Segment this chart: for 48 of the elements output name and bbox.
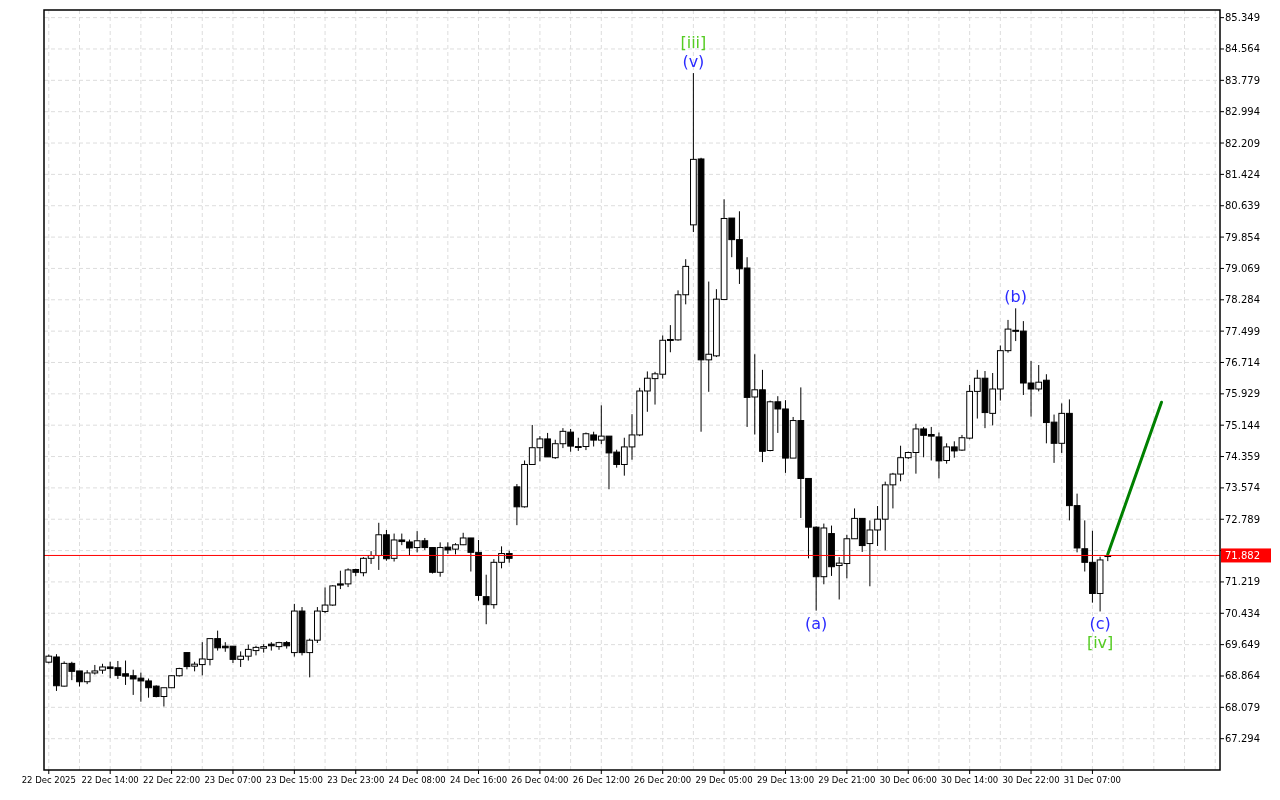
y-tick-label: 72.789 xyxy=(1225,513,1260,525)
x-tick-label: 23 Dec 15:00 xyxy=(265,775,323,785)
y-tick-label: 77.499 xyxy=(1225,325,1260,337)
y-tick-label: 82.994 xyxy=(1225,106,1260,118)
y-tick-label: 68.864 xyxy=(1225,670,1260,682)
x-tick-label: 31 Dec 07:00 xyxy=(1063,775,1122,785)
x-tick-label: 22 Dec 2025 xyxy=(21,775,76,785)
y-tick-label: 83.779 xyxy=(1225,74,1260,86)
y-tick-label: 80.639 xyxy=(1225,200,1260,212)
ref-line-label: 71.882 xyxy=(1225,549,1260,561)
x-tick-label: 26 Dec 04:00 xyxy=(511,775,569,785)
annotation: (b) xyxy=(1004,287,1028,307)
y-tick-label: 74.359 xyxy=(1225,451,1260,463)
y-tick-label: 71.219 xyxy=(1225,576,1260,588)
y-tick-label: 79.069 xyxy=(1225,262,1260,274)
y-tick-label: 70.434 xyxy=(1225,607,1260,619)
x-tick-label: 30 Dec 22:00 xyxy=(1002,775,1060,785)
y-tick-label: 73.574 xyxy=(1225,482,1260,494)
y-tick-label: 79.854 xyxy=(1225,231,1260,243)
x-tick-label: 24 Dec 16:00 xyxy=(449,775,508,785)
x-tick-label: 30 Dec 14:00 xyxy=(941,775,999,785)
x-tick-label: 24 Dec 08:00 xyxy=(388,775,446,785)
y-tick-label: 69.649 xyxy=(1225,639,1260,651)
annotation: (c) xyxy=(1089,614,1111,634)
annotation: [iii] xyxy=(680,33,707,53)
y-tick-label: 67.294 xyxy=(1225,733,1260,745)
x-tick-label: 22 Dec 22:00 xyxy=(142,775,201,785)
x-tick-label: 30 Dec 06:00 xyxy=(879,775,937,785)
x-tick-label: 29 Dec 05:00 xyxy=(695,775,753,785)
y-tick-label: 81.424 xyxy=(1225,168,1260,180)
x-tick-label: 23 Dec 07:00 xyxy=(204,775,262,785)
annotation: (v) xyxy=(682,52,705,72)
y-tick-label: 85.349 xyxy=(1225,12,1260,24)
x-tick-label: 29 Dec 21:00 xyxy=(818,775,876,785)
x-tick-label: 23 Dec 23:00 xyxy=(327,775,385,785)
y-tick-label: 82.209 xyxy=(1225,137,1260,149)
y-tick-label: 84.564 xyxy=(1225,43,1260,55)
x-tick-label: 29 Dec 13:00 xyxy=(756,775,815,785)
x-tick-label: 22 Dec 14:00 xyxy=(81,775,139,785)
y-tick-label: 75.929 xyxy=(1225,388,1260,400)
annotation: [iv] xyxy=(1086,633,1114,653)
y-tick-label: 75.144 xyxy=(1225,419,1260,431)
y-tick-label: 76.714 xyxy=(1225,356,1260,368)
x-tick-label: 26 Dec 12:00 xyxy=(572,775,630,785)
y-tick-label: 68.079 xyxy=(1225,701,1260,713)
x-tick-label: 26 Dec 20:00 xyxy=(634,775,692,785)
y-tick-label: 78.284 xyxy=(1225,294,1260,306)
annotation: (a) xyxy=(805,613,828,633)
